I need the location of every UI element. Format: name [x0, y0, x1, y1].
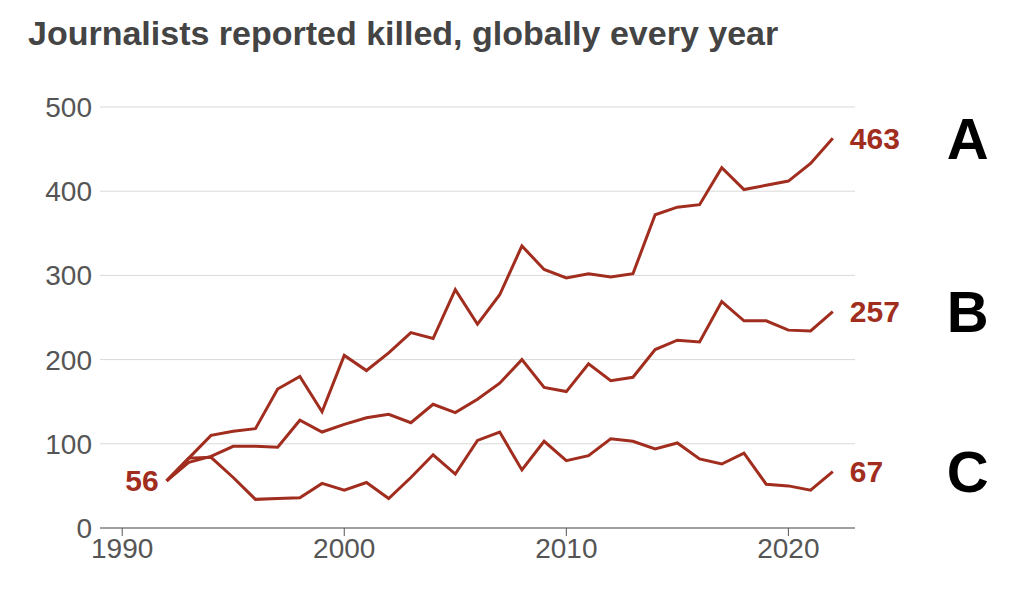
svg-text:1990: 1990	[91, 533, 153, 564]
svg-text:A: A	[947, 106, 989, 171]
svg-text:C: C	[947, 439, 989, 504]
svg-text:2000: 2000	[313, 533, 375, 564]
svg-text:200: 200	[45, 345, 92, 376]
svg-text:B: B	[947, 279, 989, 344]
svg-text:100: 100	[45, 429, 92, 460]
svg-text:56: 56	[125, 464, 158, 497]
svg-text:257: 257	[850, 295, 900, 328]
html-text:Journalists reported killed, g: Journalists reported killed, globally ev…	[28, 14, 779, 52]
svg-text:2010: 2010	[535, 533, 597, 564]
svg-text:400: 400	[45, 176, 92, 207]
svg-text:463: 463	[850, 122, 900, 155]
svg-text:2020: 2020	[757, 533, 819, 564]
svg-text:67: 67	[850, 455, 883, 488]
svg-text:300: 300	[45, 260, 92, 291]
svg-text:500: 500	[45, 92, 92, 123]
svg-text:0: 0	[76, 513, 92, 544]
